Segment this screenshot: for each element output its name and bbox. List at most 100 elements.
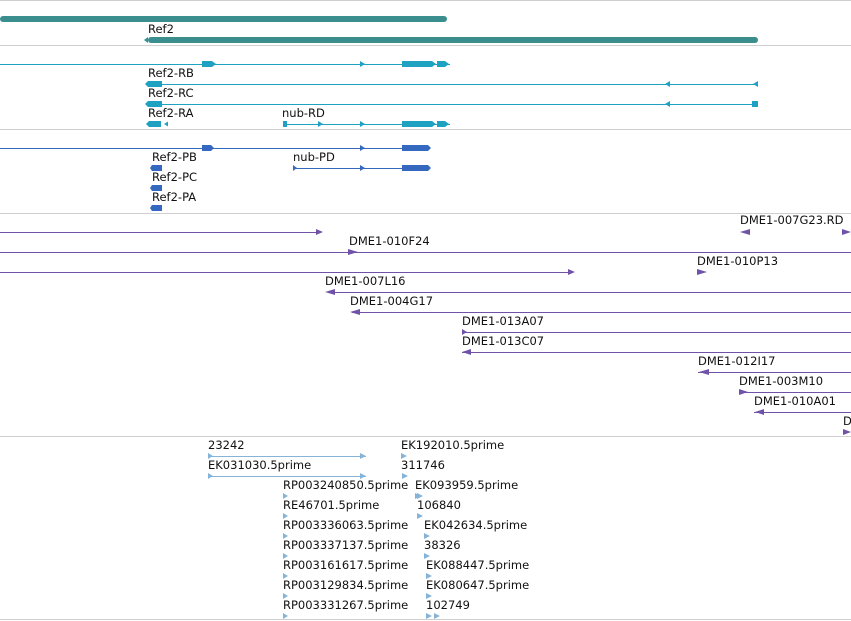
strand-left-arrow-icon[interactable] — [150, 165, 152, 171]
gene-bar-ref2[interactable] — [148, 37, 758, 43]
bac-end-left-arrow-icon[interactable] — [462, 349, 471, 355]
strand-right-arrow-icon[interactable] — [360, 145, 365, 151]
protein-label-ref2-pa[interactable]: Ref2-PA — [152, 190, 197, 204]
est-arrow-icon[interactable] — [283, 513, 288, 519]
bac-label-d[interactable]: D — [843, 414, 851, 428]
feature-exon[interactable] — [402, 121, 432, 127]
bac-end-right-arrow-icon[interactable] — [568, 269, 575, 275]
est-end-arrow-icon[interactable] — [402, 473, 408, 479]
transcript-label-ref2-rb[interactable]: Ref2-RB — [148, 66, 194, 80]
strand-left-arrow-icon[interactable] — [164, 121, 168, 127]
feature-exon[interactable] — [149, 121, 161, 127]
bac-label-dme1-007l16[interactable]: DME1-007L16 — [325, 274, 406, 288]
est-label-rp003240850-5prime[interactable]: RP003240850.5prime — [283, 478, 409, 492]
bac-label-dme1-003m10[interactable]: DME1-003M10 — [739, 374, 824, 388]
est-arrow-icon[interactable] — [283, 573, 288, 579]
bac-label-dme1-004g17[interactable]: DME1-004G17 — [350, 294, 434, 308]
bac-end-right-arrow-icon[interactable] — [697, 269, 707, 275]
bac-end-right-arrow-icon[interactable] — [348, 249, 358, 255]
bac-end-left-arrow-icon[interactable] — [325, 289, 335, 295]
bac-label-dme1-010a01[interactable]: DME1-010A01 — [754, 394, 836, 408]
bac-end-right-arrow-icon[interactable] — [739, 389, 748, 395]
strand-left-arrow-icon[interactable] — [145, 81, 148, 87]
est-arrow-icon[interactable] — [434, 613, 440, 619]
est-label-311746[interactable]: 311746 — [401, 458, 445, 472]
feature-exon[interactable] — [148, 81, 162, 87]
bac-label-dme1-012i17[interactable]: DME1-012I17 — [698, 354, 776, 368]
transcript-label-ref2-rc[interactable]: Ref2-RC — [148, 86, 194, 100]
est-arrow-icon[interactable] — [283, 553, 288, 559]
protein-label-ref2-pb[interactable]: Ref2-PB — [152, 150, 197, 164]
protein-segment[interactable] — [402, 145, 428, 151]
est-label-rp003161617-5prime[interactable]: RP003161617.5prime — [283, 558, 409, 572]
strand-right-arrow-icon[interactable] — [360, 61, 365, 67]
bac-end-right-arrow-icon[interactable] — [843, 429, 851, 435]
strand-right-arrow-icon[interactable] — [212, 61, 216, 67]
bac-end-right-arrow-icon[interactable] — [462, 329, 467, 335]
strand-left-arrow-icon[interactable] — [753, 81, 758, 87]
strand-left-arrow-icon[interactable] — [145, 101, 148, 107]
est-end-arrow-icon[interactable] — [360, 453, 366, 459]
strand-right-arrow-icon[interactable] — [445, 121, 449, 127]
bac-end-right-arrow-icon[interactable] — [316, 229, 323, 235]
est-label-ek080647-5prime[interactable]: EK080647.5prime — [426, 578, 530, 592]
protein-segment[interactable] — [152, 205, 162, 211]
protein-label-nub-pd[interactable]: nub-PD — [293, 150, 335, 164]
est-arrow-icon[interactable] — [417, 513, 423, 519]
strand-right-arrow-icon[interactable] — [318, 121, 323, 127]
est-arrow-icon[interactable] — [426, 613, 432, 619]
est-label-rp003336063-5prime[interactable]: RP003336063.5prime — [283, 518, 409, 532]
strand-left-arrow-icon[interactable] — [146, 121, 149, 127]
feature-exon[interactable] — [437, 61, 445, 67]
feature-exon[interactable] — [402, 61, 432, 67]
feature-exon[interactable] — [283, 121, 287, 127]
est-label-106840[interactable]: 106840 — [417, 498, 461, 512]
est-start-arrow-icon[interactable] — [208, 453, 213, 459]
bac-label-dme1-010p13[interactable]: DME1-010P13 — [697, 254, 779, 268]
gene-bar-ref2-upper[interactable] — [0, 16, 447, 22]
feature-exon[interactable] — [752, 101, 758, 107]
est-label-rp003331267-5prime[interactable]: RP003331267.5prime — [283, 598, 409, 612]
est-label-ek042634-5prime[interactable]: EK042634.5prime — [424, 518, 528, 532]
strand-right-arrow-icon[interactable] — [293, 165, 297, 171]
strand-left-arrow-icon[interactable] — [665, 101, 670, 107]
bac-label-dme1-010f24[interactable]: DME1-010F24 — [349, 234, 430, 248]
est-arrow-icon[interactable] — [424, 553, 430, 559]
est-label-rp003337137-5prime[interactable]: RP003337137.5prime — [283, 538, 409, 552]
strand-right-arrow-icon[interactable] — [360, 165, 365, 171]
strand-left-arrow-icon[interactable] — [150, 205, 152, 211]
est-label-re46701-5prime[interactable]: RE46701.5prime — [283, 498, 380, 512]
est-end-arrow-icon[interactable] — [360, 473, 366, 479]
strand-right-arrow-icon[interactable] — [432, 121, 436, 127]
bac-end-left-arrow-icon[interactable] — [740, 229, 750, 235]
est-label-102749[interactable]: 102749 — [426, 598, 470, 612]
protein-segment[interactable] — [152, 165, 162, 171]
strand-right-arrow-icon[interactable] — [360, 121, 365, 127]
est-label-ek088447-5prime[interactable]: EK088447.5prime — [426, 558, 530, 572]
est-end-arrow-icon[interactable] — [401, 453, 407, 459]
est-label-ek031030[interactable]: EK031030.5prime — [208, 458, 312, 472]
strand-right-arrow-icon[interactable] — [428, 145, 431, 151]
bac-label-dme1-013c07[interactable]: DME1-013C07 — [462, 334, 545, 348]
est-label-ek093959-5prime[interactable]: EK093959.5prime — [415, 478, 519, 492]
strand-right-arrow-icon[interactable] — [445, 61, 449, 67]
est-arrow-icon[interactable] — [424, 533, 430, 539]
est-start-arrow-icon[interactable] — [208, 473, 213, 479]
est-label-38326[interactable]: 38326 — [424, 538, 461, 552]
strand-right-arrow-icon[interactable] — [211, 145, 214, 151]
est-arrow-icon[interactable] — [417, 493, 423, 499]
transcript-label-nub-rd[interactable]: nub-RD — [282, 106, 325, 120]
feature-exon[interactable] — [437, 121, 445, 127]
feature-exon[interactable] — [202, 61, 212, 67]
strand-left-arrow-icon[interactable] — [144, 37, 148, 43]
bac-end-right-arrow-icon[interactable] — [842, 229, 851, 235]
strand-right-arrow-icon[interactable] — [432, 61, 436, 67]
bac-label-dme1-007g23rd[interactable]: DME1-007G23.RD — [740, 213, 844, 227]
strand-left-arrow-icon[interactable] — [150, 185, 152, 191]
protein-segment[interactable] — [402, 165, 428, 171]
est-label-23242[interactable]: 23242 — [208, 438, 245, 452]
est-label-rp003129834-5prime[interactable]: RP003129834.5prime — [283, 578, 409, 592]
est-label-ek192010[interactable]: EK192010.5prime — [401, 438, 505, 452]
est-arrow-icon[interactable] — [426, 573, 432, 579]
